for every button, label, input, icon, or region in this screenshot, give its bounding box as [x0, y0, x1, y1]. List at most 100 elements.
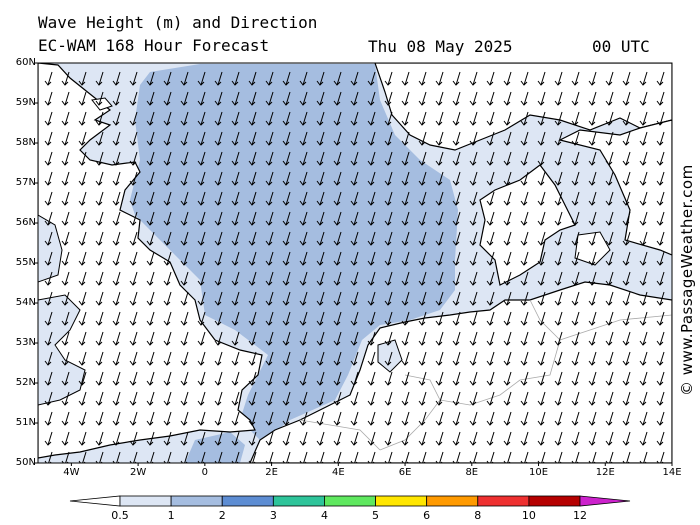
- wave-arrow: [333, 391, 342, 406]
- colorbar-under: [69, 495, 121, 507]
- wave-arrow: [265, 71, 274, 86]
- wave-arrow: [95, 391, 104, 406]
- wave-arrow: [622, 71, 631, 86]
- wave-arrow: [520, 411, 529, 426]
- wave-arrow: [571, 291, 580, 306]
- wave-arrow: [520, 291, 529, 306]
- wave-arrow: [180, 111, 189, 126]
- wave-arrow: [129, 91, 138, 106]
- lon-label: 2W: [129, 467, 147, 478]
- wave-arrow: [231, 291, 240, 306]
- wave-arrow: [554, 311, 563, 326]
- wave-arrow: [214, 451, 223, 463]
- wave-arrow: [520, 231, 529, 246]
- wave-arrow: [588, 171, 597, 186]
- wave-arrow: [265, 111, 274, 126]
- wave-arrow: [95, 71, 104, 86]
- wave-arrow: [214, 371, 223, 386]
- lon-label: 6E: [398, 467, 412, 478]
- land-continent: [249, 281, 672, 463]
- wave-arrow: [129, 71, 138, 86]
- wave-arrow: [588, 91, 597, 106]
- wave-arrow: [299, 291, 308, 306]
- wave-arrow: [656, 131, 665, 146]
- wave-arrow: [333, 111, 342, 126]
- wave-arrow: [129, 371, 138, 386]
- wave-arrow: [418, 391, 427, 406]
- wave-arrow: [639, 351, 648, 366]
- wave-arrow: [333, 331, 342, 346]
- wave-arrow: [605, 111, 614, 126]
- wave-arrow: [95, 311, 104, 326]
- wave-arrow: [469, 251, 478, 266]
- wave-arrow: [265, 391, 274, 406]
- wave-arrow: [78, 431, 87, 446]
- wave-arrow: [605, 91, 614, 106]
- wave-arrow: [469, 291, 478, 306]
- wave-arrow: [418, 111, 427, 126]
- wave-arrow: [622, 251, 631, 266]
- wave-arrow: [95, 331, 104, 346]
- wave-arrow: [639, 311, 648, 326]
- wave-arrow: [469, 231, 478, 246]
- wave-arrow: [622, 111, 631, 126]
- wave-arrow: [435, 151, 444, 166]
- wave-arrow: [554, 431, 563, 446]
- wave-arrow: [316, 411, 325, 426]
- wave-arrow: [180, 91, 189, 106]
- wave-arrow: [452, 231, 461, 246]
- wave-arrow: [384, 291, 393, 306]
- wave-arrow: [622, 231, 631, 246]
- wave-arrow: [605, 451, 614, 463]
- wave-arrow: [112, 451, 121, 463]
- wave-arrow: [639, 271, 648, 286]
- wave-arrow: [639, 71, 648, 86]
- wave-arrow: [333, 211, 342, 226]
- wave-arrow: [61, 271, 70, 286]
- wave-arrow: [639, 391, 648, 406]
- wave-arrow: [435, 291, 444, 306]
- wave-arrow: [571, 451, 580, 463]
- wave-arrow: [265, 231, 274, 246]
- colorbar-label: 4: [320, 509, 328, 522]
- wave-arrow: [554, 251, 563, 266]
- wave-arrow: [469, 431, 478, 446]
- wave-arrow: [418, 411, 427, 426]
- wave-arrow: [588, 291, 597, 306]
- land-denmark: [479, 164, 576, 286]
- wave-arrow: [639, 211, 648, 226]
- wave-arrow: [350, 71, 359, 86]
- wave-arrow: [656, 191, 665, 206]
- colorbar-label: 5: [372, 509, 380, 522]
- wave-arrow: [503, 451, 512, 463]
- wave-arrow: [61, 451, 70, 463]
- wave-arrow: [537, 351, 546, 366]
- wave-arrow: [112, 171, 121, 186]
- wave-arrow: [146, 431, 155, 446]
- lon-label: 4W: [63, 467, 80, 478]
- wave-arrow: [435, 211, 444, 226]
- wave-arrow: [44, 171, 53, 186]
- wave-arrow: [656, 311, 665, 326]
- wave-arrow: [520, 311, 529, 326]
- wave-arrow: [44, 271, 53, 286]
- wave-arrow: [452, 451, 461, 463]
- land-great-britain: [38, 63, 263, 459]
- wave-arrow: [656, 271, 665, 286]
- wave-arrow: [265, 291, 274, 306]
- wave-arrow: [197, 451, 206, 463]
- wave-arrow: [418, 291, 427, 306]
- wave-arrow: [248, 211, 257, 226]
- wave-arrow: [554, 411, 563, 426]
- wave-arrow: [129, 171, 138, 186]
- wave-arrow: [95, 291, 104, 306]
- wave-arrow: [656, 231, 665, 246]
- wave-arrow: [486, 71, 495, 86]
- wave-arrow: [163, 371, 172, 386]
- wave-arrow: [248, 191, 257, 206]
- wave-arrow: [78, 131, 87, 146]
- wave-arrow: [452, 191, 461, 206]
- wave-arrow: [571, 371, 580, 386]
- wave-arrow: [571, 131, 580, 146]
- wave-arrow: [265, 131, 274, 146]
